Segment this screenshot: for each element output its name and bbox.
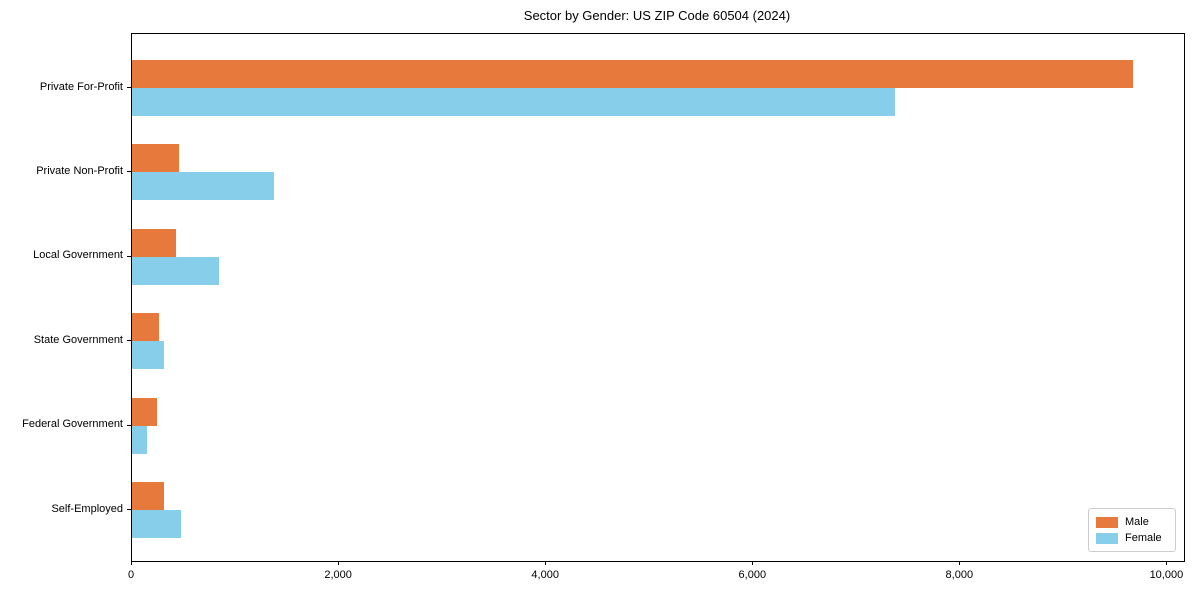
female-legend-label: Female (1125, 532, 1162, 544)
bar-male-private-for-profit (132, 60, 1134, 88)
male-legend-swatch (1096, 516, 1118, 528)
male-legend-label: Male (1125, 516, 1149, 528)
x-tick (545, 561, 547, 565)
bar-male-private-non-profit (132, 144, 180, 173)
y-axis-label-private-for-profit: Private For-Profit (39, 80, 123, 93)
bar-female-federal-government (132, 425, 147, 454)
x-tick (959, 561, 961, 565)
y-axis-label-local-government: Local Government (33, 249, 123, 262)
bar-female-state-government (132, 341, 165, 370)
y-axis-label-self-employed: Self-Employed (51, 502, 123, 515)
bar-female-private-for-profit (132, 88, 896, 116)
bar-male-federal-government (132, 397, 157, 426)
x-tick (752, 561, 754, 565)
y-tick (127, 255, 131, 257)
y-tick (127, 340, 131, 342)
chart-title: Sector by Gender: US ZIP Code 60504 (202… (523, 8, 791, 23)
bar-female-self-employed (132, 510, 181, 538)
y-axis-label-state-government: State Government (33, 333, 123, 346)
plot-area (131, 33, 1185, 562)
x-tick (1166, 561, 1168, 565)
bar-male-self-employed (132, 482, 165, 510)
y-tick (127, 509, 131, 510)
x-axis-label-6-000: 6,000 (738, 569, 767, 581)
y-axis-label-private-non-profit: Private Non-Profit (36, 164, 123, 177)
y-tick (127, 424, 131, 426)
y-tick (127, 87, 131, 88)
legend-item-male: Male (1096, 514, 1167, 530)
bar-female-private-non-profit (132, 172, 274, 201)
legend: Male Female (1088, 508, 1176, 552)
x-axis-label-0: 0 (127, 569, 135, 581)
bar-male-state-government (132, 313, 159, 342)
x-axis-label-8-000: 8,000 (945, 569, 974, 581)
female-legend-swatch (1096, 532, 1118, 544)
x-axis-label-4-000: 4,000 (531, 569, 559, 581)
y-tick (127, 171, 131, 173)
bar-male-local-government (132, 228, 176, 257)
x-axis-label-10-000: 10,000 (1149, 569, 1184, 581)
x-axis-label-2-000: 2,000 (324, 569, 352, 581)
legend-item-female: Female (1096, 530, 1167, 546)
y-axis-label-federal-government: Federal Government (22, 418, 123, 431)
x-tick (131, 561, 132, 565)
x-tick (338, 561, 340, 565)
bar-female-local-government (132, 256, 219, 285)
